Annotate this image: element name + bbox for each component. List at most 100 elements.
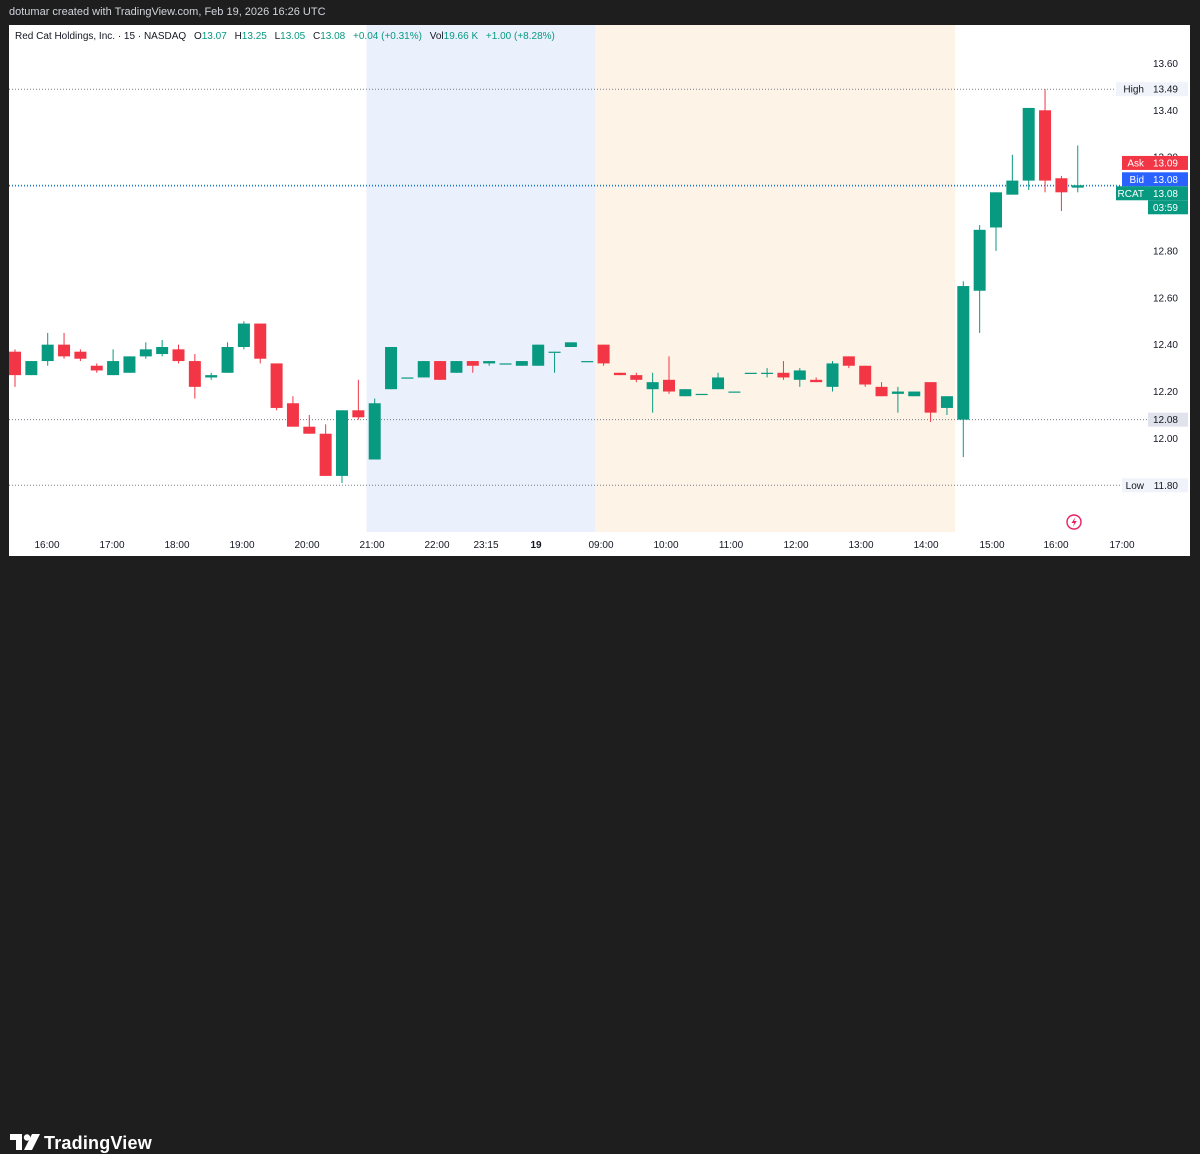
high-tag: High 13.49 [1116,82,1188,97]
time-tick-label: 16:00 [1043,540,1068,551]
ask-tag-value: 13.09 [1153,158,1178,169]
candle-body [434,361,447,380]
tradingview-logo[interactable]: TradingView [10,1132,152,1154]
time-tick-label: 14:00 [913,540,938,551]
time-tick-label: 15:00 [979,540,1004,551]
candle [466,361,479,373]
candle [515,361,528,366]
candle-body [352,410,365,418]
time-tick-label: 11:00 [719,540,744,551]
legend-h-value: 13.25 [242,31,267,42]
candle [761,368,774,378]
candle-body [237,323,250,347]
candle [1071,145,1084,193]
lightning-icon[interactable] [1066,514,1082,530]
candle-body [483,361,496,364]
candle-body [532,344,545,366]
session-band [595,25,956,532]
candle-body [221,347,234,373]
svg-text:Red Cat Holdings, Inc. · 15 ·: Red Cat Holdings, Inc. · 15 · NASDAQ O13… [15,31,555,42]
candle [74,349,87,362]
legend-h-label: H [235,31,242,42]
price-axis[interactable]: 12.0012.2012.4012.6012.8013.0013.2013.40… [1153,59,1178,445]
candle-body [548,351,561,353]
candle [25,361,38,376]
candle [319,424,332,476]
candle [712,372,725,390]
candle [58,332,71,359]
candle [695,393,708,396]
ask-tag: Ask 13.09 [1122,155,1188,170]
candle-body [188,361,201,387]
candle-body [826,363,839,387]
candle [744,372,757,374]
candle-body [842,356,855,366]
candle-body [450,361,463,373]
price-tick-label: 12.60 [1153,293,1178,304]
legend-l-label: L [275,31,281,42]
candle-body [597,344,610,364]
price-tick-label: 12.20 [1153,387,1178,398]
candle [139,342,152,359]
candlestick-chart[interactable]: 12.0012.2012.4012.6012.8013.0013.2013.40… [9,25,1190,556]
low-tag-value: 11.80 [1154,481,1179,492]
candle [205,372,218,380]
candle [1039,89,1052,193]
time-tick-label: 19:00 [229,540,254,551]
prev-close-tag-value-bg [1148,412,1188,427]
candle [679,389,692,397]
candle [532,344,545,366]
candle-body [695,393,708,396]
candle [499,363,512,365]
time-tick-label: 12:00 [783,540,808,551]
ask-tag-value-bg [1148,155,1188,170]
credit-text: dotumar created with TradingView.com, Fe… [9,6,326,18]
low-tag-value-bg [1148,478,1188,493]
candle [90,363,103,373]
candle-body [9,351,21,376]
candle-body [646,382,659,390]
candle-body [581,361,594,363]
chart-panel[interactable]: 12.0012.2012.4012.6012.8013.0013.2013.40… [9,25,1190,556]
price-tick-label: 13.60 [1153,59,1178,70]
time-axis[interactable]: 16:00 17:00 18:00 19:00 20:00 21:00 22:00 23:15… [34,540,1134,551]
price-tick-label: 12.80 [1153,246,1178,257]
time-tick-label: 21:00 [359,540,384,551]
high-tag-label-bg [1116,82,1148,97]
candle [156,339,169,357]
candle-body [336,410,348,476]
high-tag-label: High [1123,85,1144,96]
time-tick-label: 20:00 [294,540,319,551]
legend: Red Cat Holdings, Inc. · 15 · NASDAQ O13… [15,31,555,42]
time-tick-label: 22:00 [424,540,449,551]
candle [172,344,185,364]
candle-body [139,349,152,357]
candle [973,225,986,333]
prev-close-tag-value: 12.08 [1153,415,1178,426]
last-tag-label: RCAT [1118,189,1144,200]
candle-body [25,361,38,376]
candle [434,361,447,380]
candle-body [859,365,872,385]
high-tag-value: 13.49 [1153,85,1178,96]
candle-body [319,433,332,476]
bid-tag-value-bg [1148,172,1188,187]
candle-body [744,372,757,374]
candle [352,379,365,420]
bid-tag-label: Bid [1130,175,1144,186]
legend-vol-label: Vol [430,31,444,42]
candle-body [303,426,316,434]
candle [368,398,381,460]
candle-body [123,356,136,373]
candle [957,281,970,458]
candle [940,396,953,415]
candle [859,365,872,387]
candle-body [564,342,577,347]
candle-body [712,377,725,390]
low-tag-label: Low [1126,481,1145,492]
candle-body [793,370,806,380]
candle-body [368,403,381,460]
candle-body [663,379,675,392]
candle [483,361,496,366]
time-tick-label: 23:15 [473,540,498,551]
